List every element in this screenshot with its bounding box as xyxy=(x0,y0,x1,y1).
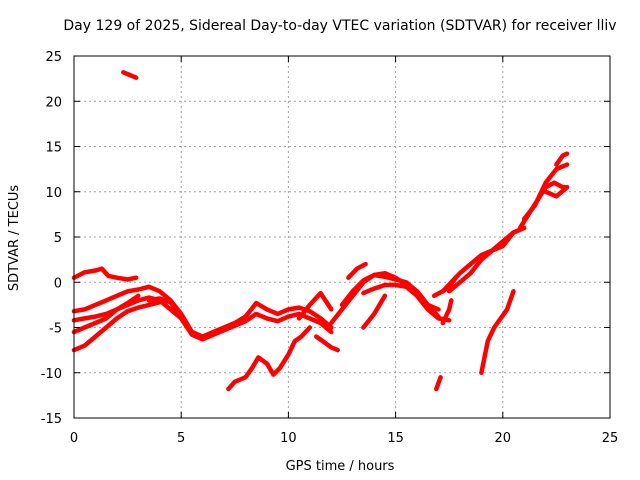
series-line-arc-19 xyxy=(440,298,454,326)
series-line-arc-17 xyxy=(446,230,516,294)
series-line-arc-4 xyxy=(71,295,334,342)
series-line-arc-15 xyxy=(361,293,388,330)
y-tick-label: 5 xyxy=(54,231,62,246)
series-line-arc-23 xyxy=(521,162,570,222)
grid xyxy=(74,56,610,418)
series-line-arc-9 xyxy=(296,290,334,321)
series-line-arc-5 xyxy=(71,299,163,353)
y-tick-label: -5 xyxy=(49,322,62,337)
x-tick-label: 20 xyxy=(495,431,512,446)
series-line-arc-8 xyxy=(226,325,313,392)
series-line-arc-7 xyxy=(146,296,205,341)
series-line-arc-10 xyxy=(314,334,340,353)
x-tick-label: 0 xyxy=(70,431,78,446)
y-tick-label: 10 xyxy=(45,186,62,201)
x-tick-label: 5 xyxy=(177,431,185,446)
y-tick-label: 0 xyxy=(54,276,62,291)
series-line-arc-12 xyxy=(339,270,441,319)
y-tick-label: 15 xyxy=(45,141,62,156)
series-line-arc-18 xyxy=(440,275,458,294)
y-tick-label: 25 xyxy=(45,50,62,65)
series-line-arc-24 xyxy=(543,184,570,199)
series-group xyxy=(71,70,570,392)
x-tick-label: 15 xyxy=(387,431,404,446)
series-line-arc-2 xyxy=(121,70,139,80)
series-line-arc-25 xyxy=(554,151,570,167)
axes: 0 5 10 15 20 25 -15 -10 -5 0 5 10 15 20 25 xyxy=(41,50,619,446)
series-line-arc-20 xyxy=(434,375,443,392)
chart-title: Day 129 of 2025, Sidereal Day-to-day VTE… xyxy=(63,18,616,34)
series-line-arc-1 xyxy=(71,266,139,282)
y-axis-label: SDTVAR / TECUs xyxy=(7,185,22,292)
series-line-arc-13 xyxy=(346,261,368,280)
x-tick-label: 10 xyxy=(280,431,297,446)
y-tick-label: -15 xyxy=(41,412,62,427)
x-tick-label: 25 xyxy=(602,431,619,446)
series-line-arc-14 xyxy=(361,282,452,323)
series-line-arc-6 xyxy=(71,293,141,335)
x-axis-label: GPS time / hours xyxy=(286,459,395,474)
y-tick-label: -10 xyxy=(41,367,62,382)
series-line-arc-21 xyxy=(479,289,516,376)
y-tick-label: 20 xyxy=(45,95,62,110)
